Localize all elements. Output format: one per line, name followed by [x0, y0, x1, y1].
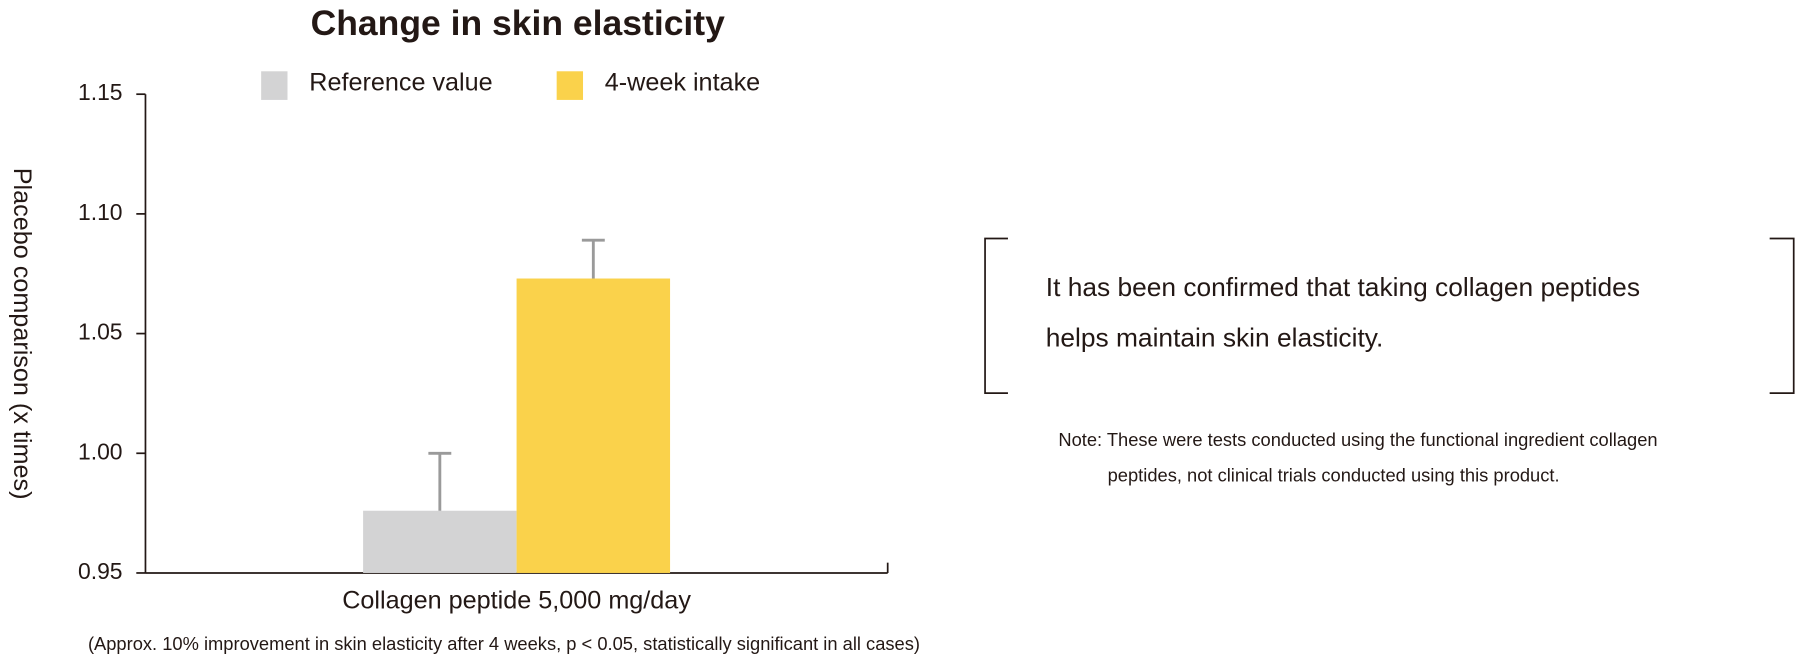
y-tick-label: 1.00 — [78, 438, 123, 464]
plot: 0.95 1.00 1.05 1.10 1.15 Reference value 4-wee… — [78, 69, 889, 614]
legend-label: Reference value — [309, 69, 492, 97]
y-tick-label: 0.95 — [78, 558, 123, 584]
y-tick-label: 1.15 — [78, 79, 123, 105]
legend-swatch — [261, 71, 288, 100]
error-bar — [581, 238, 605, 279]
error-bar — [428, 451, 452, 511]
caption: (Approx. 10% improvement in skin elastic… — [88, 633, 920, 654]
note-line: Note: These were tests conducted using t… — [1058, 429, 1657, 450]
bracket-left — [984, 237, 1008, 395]
bar — [363, 510, 517, 573]
legend-label: 4-week intake — [605, 69, 760, 97]
chart-title: Change in skin elasticity — [311, 3, 726, 43]
legend-swatch — [556, 71, 584, 100]
x-tick-label: Collagen peptide 5,000 mg/day — [342, 586, 691, 614]
note-line: peptides, not clinical trials conducted … — [1108, 465, 1560, 486]
y-tick-label: 1.05 — [78, 319, 123, 345]
statement-line: It has been confirmed that taking collag… — [1046, 272, 1640, 302]
bracket-right — [1769, 237, 1795, 395]
bar — [516, 278, 671, 573]
statement-line: helps maintain skin elasticity. — [1046, 322, 1384, 352]
y-axis-label: Placebo comparison (x times) — [8, 168, 36, 500]
y-tick-label: 1.10 — [78, 199, 123, 225]
